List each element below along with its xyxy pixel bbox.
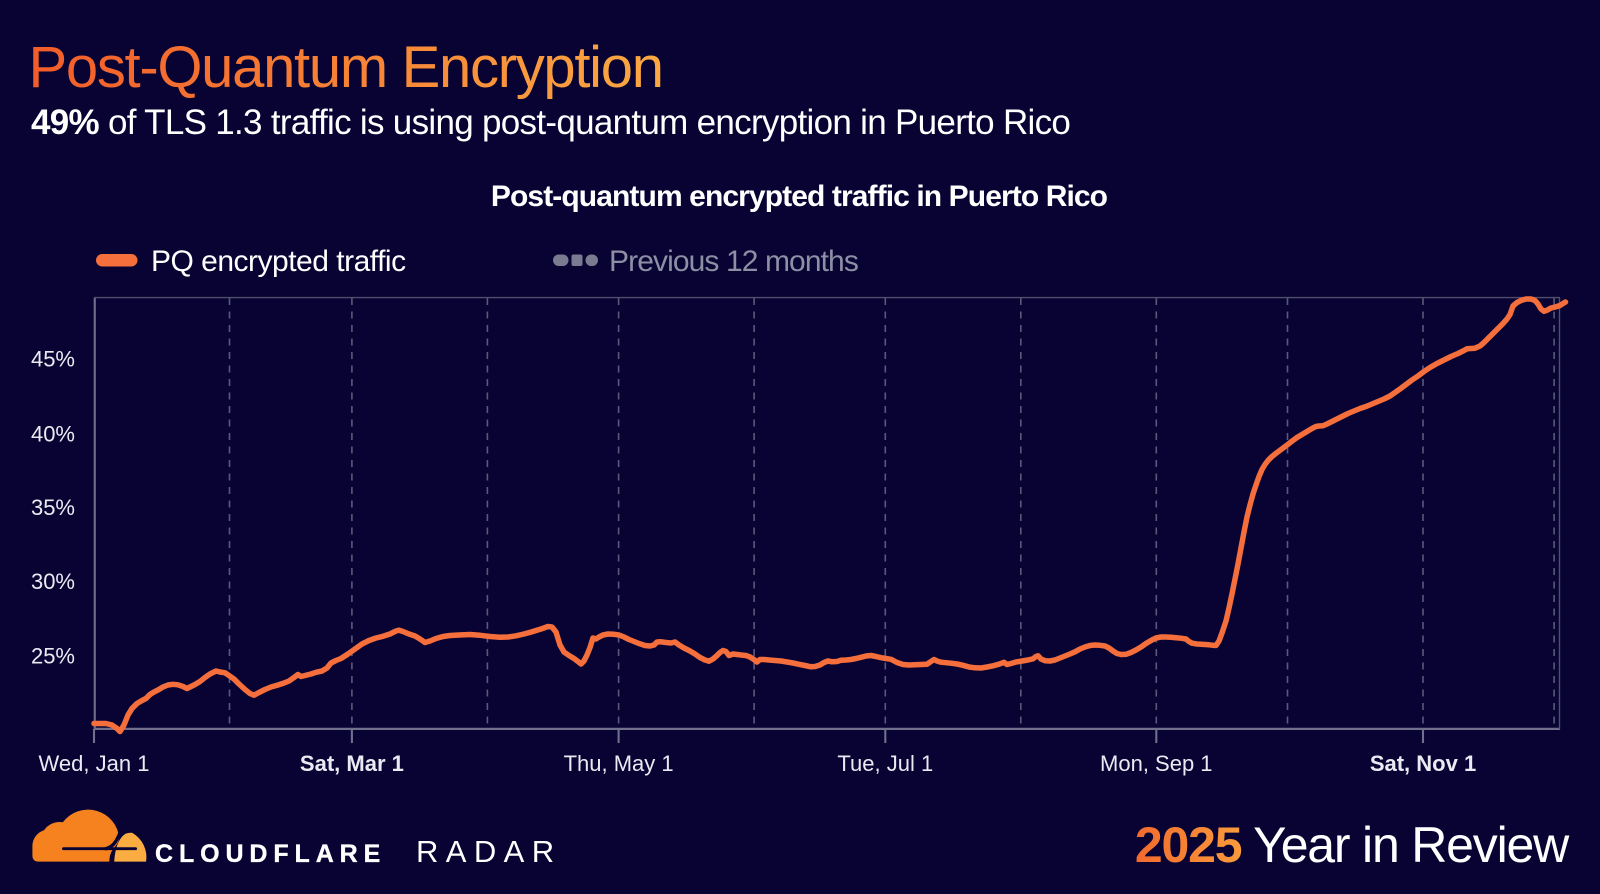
svg-text:Mon, Sep 1: Mon, Sep 1: [1100, 751, 1213, 776]
svg-text:CLOUDFLARE: CLOUDFLARE: [155, 840, 386, 868]
svg-text:40%: 40%: [31, 422, 75, 447]
svg-text:45%: 45%: [31, 347, 75, 372]
svg-text:35%: 35%: [31, 495, 75, 520]
svg-text:Previous 12 months: Previous 12 months: [609, 245, 858, 278]
svg-text:Post-quantum encrypted traffic: Post-quantum encrypted traffic in Puerto…: [491, 180, 1108, 213]
svg-text:Sat, Nov 1: Sat, Nov 1: [1370, 751, 1476, 776]
svg-text:Wed, Jan 1: Wed, Jan 1: [39, 751, 150, 776]
svg-text:Post-Quantum Encryption: Post-Quantum Encryption: [29, 35, 663, 100]
svg-text:RADAR: RADAR: [416, 834, 562, 869]
svg-text:49% of TLS 1.3 traffic is usin: 49% of TLS 1.3 traffic is using post-qua…: [31, 103, 1070, 142]
svg-text:PQ encrypted traffic: PQ encrypted traffic: [151, 245, 406, 278]
svg-text:2025 Year in Review: 2025 Year in Review: [1135, 817, 1570, 873]
svg-text:25%: 25%: [31, 644, 75, 669]
svg-text:Sat, Mar 1: Sat, Mar 1: [300, 751, 404, 776]
svg-text:Thu, May 1: Thu, May 1: [564, 751, 674, 776]
svg-text:30%: 30%: [31, 569, 75, 594]
svg-text:Tue, Jul 1: Tue, Jul 1: [837, 751, 933, 776]
